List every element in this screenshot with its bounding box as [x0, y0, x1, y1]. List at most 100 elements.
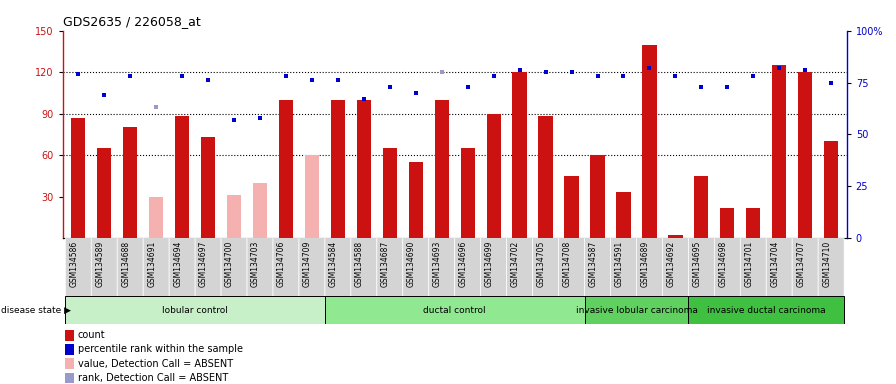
Text: GSM134687: GSM134687	[381, 241, 390, 287]
Text: GSM134701: GSM134701	[745, 241, 754, 287]
FancyBboxPatch shape	[792, 237, 818, 297]
Text: GSM134689: GSM134689	[641, 241, 650, 287]
FancyBboxPatch shape	[377, 237, 403, 297]
FancyBboxPatch shape	[714, 237, 740, 297]
FancyBboxPatch shape	[351, 237, 377, 297]
Bar	[97, 148, 111, 238]
Bar	[688, 296, 844, 324]
Bar	[487, 114, 501, 238]
Bar	[720, 208, 735, 238]
Text: GSM134710: GSM134710	[823, 241, 831, 287]
FancyBboxPatch shape	[818, 237, 844, 297]
Text: GSM134698: GSM134698	[719, 241, 728, 287]
Text: GSM134707: GSM134707	[797, 241, 806, 287]
FancyBboxPatch shape	[558, 237, 584, 297]
FancyBboxPatch shape	[766, 237, 792, 297]
FancyBboxPatch shape	[143, 237, 169, 297]
Text: lobular control: lobular control	[162, 306, 228, 314]
Bar	[357, 100, 371, 238]
Text: GSM134591: GSM134591	[615, 241, 624, 287]
Text: GSM134691: GSM134691	[147, 241, 156, 287]
FancyBboxPatch shape	[403, 237, 429, 297]
Bar	[642, 45, 657, 238]
Bar	[65, 344, 74, 355]
Text: GSM134586: GSM134586	[69, 241, 78, 287]
Bar	[435, 100, 449, 238]
Text: GSM134703: GSM134703	[251, 241, 260, 287]
FancyBboxPatch shape	[273, 237, 299, 297]
Bar	[772, 65, 787, 238]
Text: GSM134706: GSM134706	[277, 241, 286, 287]
Bar	[798, 72, 813, 238]
Text: GSM134705: GSM134705	[537, 241, 546, 287]
Bar	[65, 330, 74, 341]
Bar	[461, 148, 475, 238]
FancyBboxPatch shape	[195, 237, 221, 297]
Bar	[149, 197, 163, 238]
FancyBboxPatch shape	[325, 237, 351, 297]
Bar	[201, 137, 215, 238]
Text: GSM134696: GSM134696	[459, 241, 468, 287]
Text: GSM134688: GSM134688	[121, 241, 130, 287]
FancyBboxPatch shape	[91, 237, 117, 297]
FancyBboxPatch shape	[480, 237, 506, 297]
FancyBboxPatch shape	[506, 237, 532, 297]
FancyBboxPatch shape	[221, 237, 247, 297]
Bar	[65, 373, 74, 383]
Bar	[175, 116, 189, 238]
Text: GSM134702: GSM134702	[511, 241, 520, 287]
Text: invasive ductal carcinoma: invasive ductal carcinoma	[707, 306, 825, 314]
Text: GSM134709: GSM134709	[303, 241, 312, 287]
FancyBboxPatch shape	[532, 237, 558, 297]
FancyBboxPatch shape	[299, 237, 325, 297]
Bar	[227, 195, 241, 238]
Bar	[746, 208, 761, 238]
Text: percentile rank within the sample: percentile rank within the sample	[78, 344, 243, 354]
Bar	[65, 358, 74, 369]
Bar	[584, 296, 688, 324]
FancyBboxPatch shape	[610, 237, 636, 297]
FancyBboxPatch shape	[662, 237, 688, 297]
Text: GSM134694: GSM134694	[173, 241, 182, 287]
Text: GSM134587: GSM134587	[589, 241, 598, 287]
Bar	[564, 176, 579, 238]
Bar	[253, 183, 267, 238]
Bar	[824, 141, 839, 238]
Bar	[331, 100, 345, 238]
Bar	[325, 296, 584, 324]
FancyBboxPatch shape	[584, 237, 610, 297]
FancyBboxPatch shape	[429, 237, 454, 297]
FancyBboxPatch shape	[740, 237, 766, 297]
Text: GSM134692: GSM134692	[667, 241, 676, 287]
Text: disease state ▶: disease state ▶	[1, 306, 71, 314]
Text: GSM134690: GSM134690	[407, 241, 416, 287]
Text: GSM134589: GSM134589	[95, 241, 104, 287]
FancyBboxPatch shape	[454, 237, 480, 297]
Text: ductal control: ductal control	[424, 306, 486, 314]
FancyBboxPatch shape	[688, 237, 714, 297]
FancyBboxPatch shape	[169, 237, 195, 297]
Text: value, Detection Call = ABSENT: value, Detection Call = ABSENT	[78, 359, 233, 369]
Bar	[668, 235, 683, 238]
Bar	[71, 118, 85, 238]
Bar	[123, 127, 137, 238]
FancyBboxPatch shape	[65, 237, 91, 297]
Bar	[383, 148, 397, 238]
Text: GSM134708: GSM134708	[563, 241, 572, 287]
Text: rank, Detection Call = ABSENT: rank, Detection Call = ABSENT	[78, 373, 228, 383]
Text: invasive lobular carcinoma: invasive lobular carcinoma	[575, 306, 697, 314]
Bar	[279, 100, 293, 238]
Bar	[409, 162, 423, 238]
Text: GSM134700: GSM134700	[225, 241, 234, 287]
Text: GSM134693: GSM134693	[433, 241, 442, 287]
Text: GSM134588: GSM134588	[355, 241, 364, 287]
Bar	[305, 155, 319, 238]
Bar	[616, 192, 631, 238]
Text: GDS2635 / 226058_at: GDS2635 / 226058_at	[63, 15, 201, 28]
Text: GSM134704: GSM134704	[771, 241, 780, 287]
Bar	[65, 296, 325, 324]
Text: GSM134699: GSM134699	[485, 241, 494, 287]
FancyBboxPatch shape	[117, 237, 143, 297]
Text: count: count	[78, 330, 105, 340]
Text: GSM134697: GSM134697	[199, 241, 208, 287]
